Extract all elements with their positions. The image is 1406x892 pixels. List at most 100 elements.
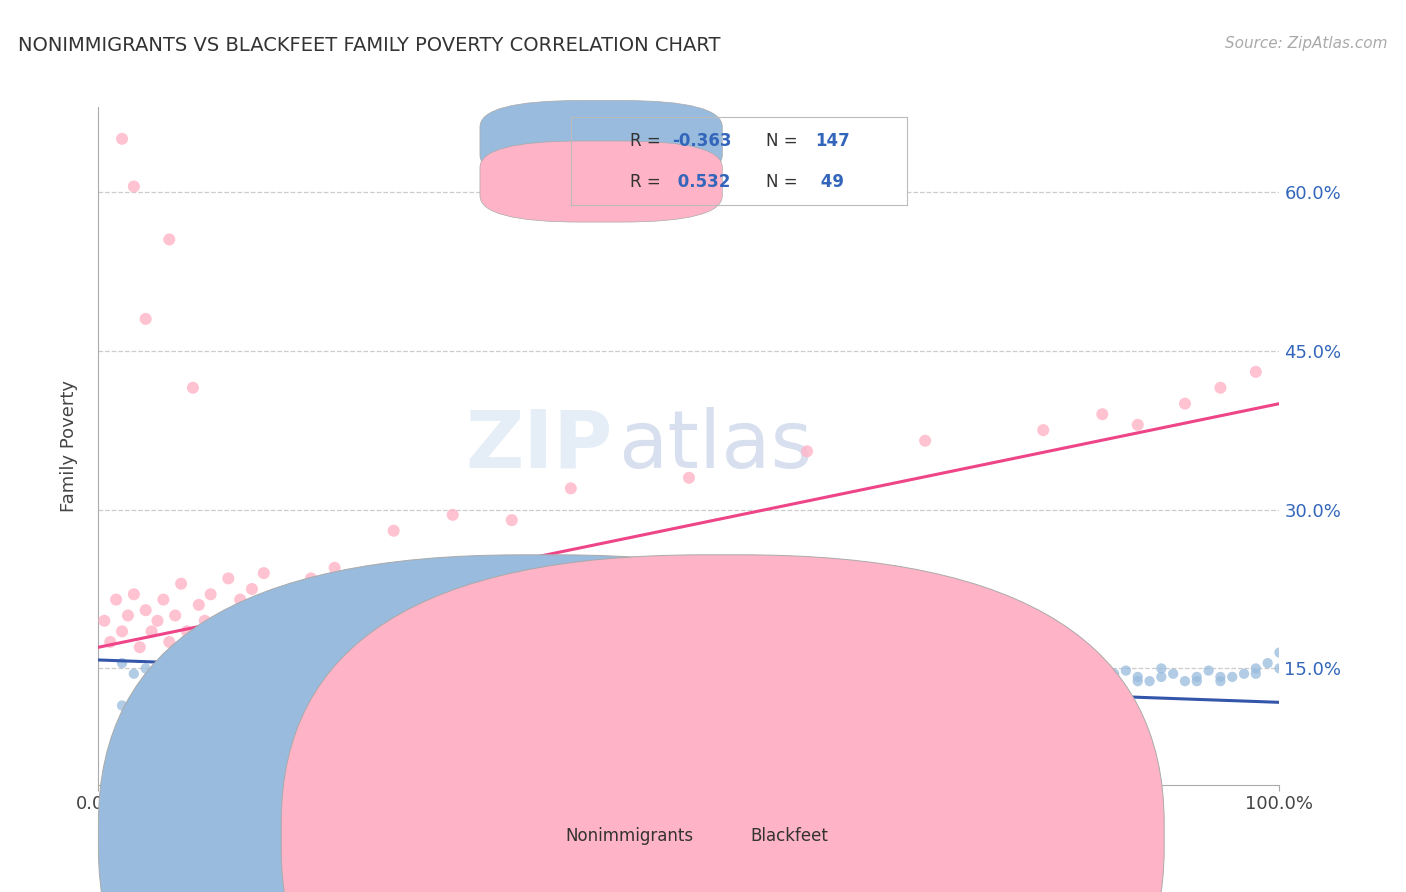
Point: [1126, 670, 1149, 684]
Point: [229, 709, 252, 723]
Point: [1091, 666, 1114, 681]
Point: [1244, 666, 1267, 681]
Point: [111, 656, 134, 670]
Point: [583, 670, 606, 684]
Point: [441, 656, 464, 670]
Point: [831, 656, 853, 670]
Point: [725, 653, 748, 667]
Point: [205, 653, 228, 667]
Point: [264, 656, 287, 670]
Point: [323, 561, 346, 575]
Point: [713, 661, 735, 675]
Point: [122, 587, 145, 601]
Point: [938, 653, 960, 667]
Point: [176, 624, 198, 639]
Point: [595, 666, 617, 681]
Point: [418, 666, 440, 681]
Point: [949, 661, 972, 675]
Point: [866, 653, 889, 667]
Point: [181, 656, 204, 670]
Point: [441, 701, 464, 715]
Point: [855, 661, 877, 675]
Text: atlas: atlas: [619, 407, 813, 485]
Point: [501, 674, 523, 689]
Point: [962, 666, 984, 681]
Point: [619, 674, 641, 689]
Point: [170, 688, 193, 702]
Point: [382, 661, 405, 675]
Point: [477, 664, 499, 678]
Point: [890, 666, 912, 681]
Point: [253, 695, 276, 709]
Point: [1032, 666, 1054, 681]
Point: [914, 664, 936, 678]
Point: [1185, 674, 1208, 689]
Point: [501, 656, 523, 670]
Point: [548, 653, 571, 667]
Point: [949, 670, 972, 684]
Point: [117, 608, 139, 623]
Point: [1150, 670, 1173, 684]
Point: [1126, 674, 1149, 689]
Point: [382, 524, 405, 538]
Point: [1008, 656, 1031, 670]
Point: [785, 670, 807, 684]
Point: [571, 656, 593, 670]
Point: [678, 471, 700, 485]
Point: [253, 664, 276, 678]
Point: [1032, 670, 1054, 684]
Point: [1198, 664, 1220, 678]
Point: [536, 666, 558, 681]
Point: [359, 670, 381, 684]
Point: [807, 695, 830, 709]
Point: [855, 670, 877, 684]
Point: [1080, 661, 1102, 675]
Point: [737, 661, 759, 675]
Point: [229, 666, 252, 681]
Point: [146, 672, 169, 686]
Point: [323, 656, 346, 670]
Point: [146, 614, 169, 628]
Point: [122, 666, 145, 681]
Point: [678, 666, 700, 681]
Point: [1091, 407, 1114, 421]
Point: [181, 661, 204, 675]
Point: [205, 714, 228, 729]
Point: [111, 132, 134, 146]
Point: [1185, 670, 1208, 684]
Point: [654, 670, 676, 684]
Point: [299, 571, 322, 585]
Point: [371, 656, 394, 670]
Point: [702, 704, 724, 718]
Point: [1233, 666, 1256, 681]
Point: [536, 670, 558, 684]
Text: Blackfeet: Blackfeet: [751, 827, 828, 845]
Point: [1139, 674, 1161, 689]
Point: [761, 656, 783, 670]
Point: [1091, 674, 1114, 689]
Point: [666, 661, 689, 675]
Point: [288, 653, 311, 667]
Point: [418, 664, 440, 678]
Point: [406, 653, 429, 667]
Point: [477, 653, 499, 667]
Point: [796, 664, 818, 678]
Point: [157, 651, 180, 665]
Point: [441, 508, 464, 522]
Point: [187, 598, 209, 612]
Point: [807, 661, 830, 675]
Point: [914, 666, 936, 681]
Point: [903, 656, 925, 670]
Point: [1102, 666, 1125, 681]
Point: [1209, 381, 1232, 395]
Point: [165, 608, 187, 623]
Point: [152, 592, 174, 607]
Point: [299, 674, 322, 689]
Point: [146, 714, 169, 729]
Point: [111, 698, 134, 713]
Point: [890, 674, 912, 689]
Point: [181, 381, 204, 395]
Point: [264, 720, 287, 734]
Point: [1150, 661, 1173, 675]
Text: Nonimmigrants: Nonimmigrants: [565, 827, 693, 845]
